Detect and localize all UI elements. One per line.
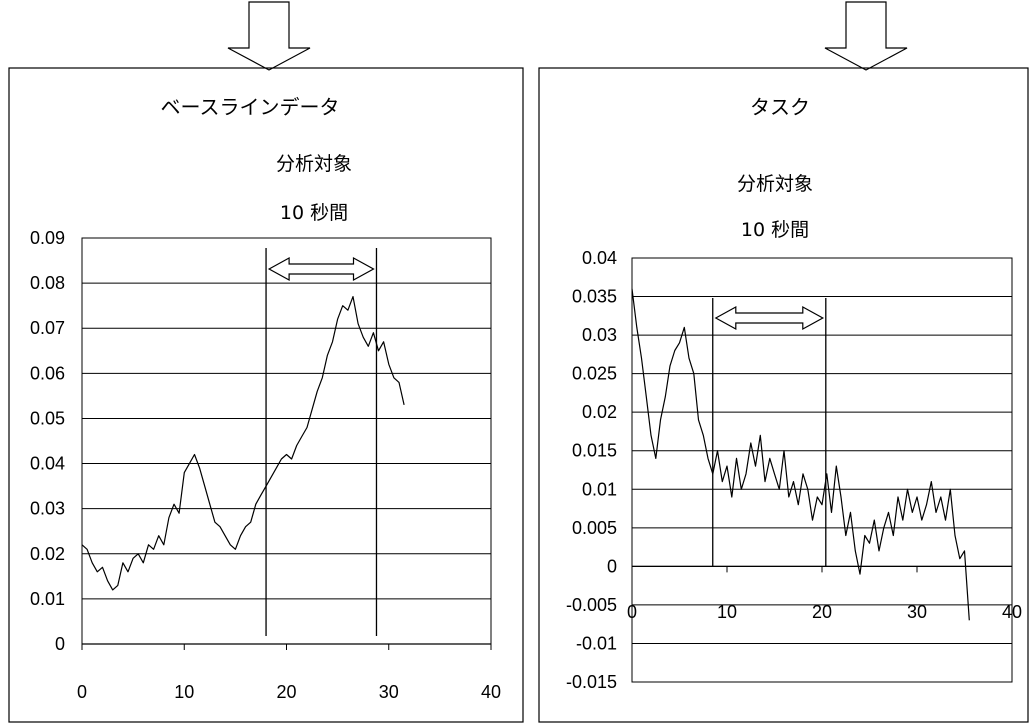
x-tick-label-baseline: 40 [481, 682, 501, 702]
x-tick-label-task: 0 [627, 602, 637, 622]
y-tick-label-task: 0 [607, 556, 617, 576]
y-tick-label-task: 0.015 [572, 441, 617, 461]
series-line-baseline [81, 296, 405, 591]
annotation-line-1-baseline: 分析対象 [276, 153, 352, 175]
y-tick-label-baseline: 0.04 [30, 454, 65, 474]
y-tick-label-task: 0.01 [582, 479, 617, 499]
y-tick-label-baseline: 0 [55, 634, 65, 654]
y-tick-label-task: 0.02 [582, 402, 617, 422]
x-tick-label-baseline: 10 [174, 682, 194, 702]
x-tick-label-baseline: 30 [379, 682, 399, 702]
chart-title-baseline: ベースラインデータ [161, 95, 340, 119]
plot-area-baseline [81, 237, 492, 645]
chart-title-task: タスク [750, 95, 810, 119]
x-tick-label-task: 30 [907, 602, 927, 622]
x-tick-label-task: 40 [1002, 602, 1022, 622]
chart-task: 0.04 0.035 0.03 0.025 0.02 0.015 0.01 0.005 0 -0.… [566, 248, 1022, 692]
series-line-task [631, 288, 970, 621]
y-tick-label-baseline: 0.09 [30, 228, 65, 248]
x-tick-label-baseline: 0 [77, 682, 87, 702]
double-arrow-icon [714, 305, 825, 331]
y-tick-label-task: -0.005 [566, 595, 617, 615]
x-tick-label-baseline: 20 [276, 682, 296, 702]
y-tick-label-baseline: 0.08 [30, 273, 65, 293]
double-arrow-icon [267, 256, 375, 282]
y-tick-label-baseline: 0.03 [30, 499, 65, 519]
y-tick-label-task: 0.035 [572, 287, 617, 307]
y-tick-label-baseline: 0.05 [30, 408, 65, 428]
y-tick-label-baseline: 0.02 [30, 544, 65, 564]
x-tick-label-task: 10 [717, 602, 737, 622]
panel-frame-task [538, 67, 1029, 723]
x-tick-label-task: 20 [812, 602, 832, 622]
annotation-line-2-task: 10 秒間 [741, 219, 809, 241]
chart-baseline: 0 0.01 0.02 0.03 0.04 0.05 0.06 0.07 0.08 0.09 0 10… [30, 228, 501, 702]
down-arrow-icon [227, 1, 311, 71]
y-tick-label-task: 0.04 [582, 248, 617, 268]
y-tick-label-baseline: 0.06 [30, 363, 65, 383]
y-tick-label-task: 0.005 [572, 518, 617, 538]
y-tick-label-task: 0.03 [582, 325, 617, 345]
y-tick-label-baseline: 0.01 [30, 589, 65, 609]
annotation-line-1-task: 分析対象 [737, 173, 813, 195]
y-tick-label-task: -0.01 [576, 633, 617, 653]
down-arrow-icon [824, 1, 908, 71]
y-tick-label-task: 0.025 [572, 364, 617, 384]
panel-frame-baseline [8, 67, 524, 723]
y-tick-label-baseline: 0.07 [30, 318, 65, 338]
annotation-line-2-baseline: 10 秒間 [280, 202, 348, 224]
y-tick-label-task: -0.015 [566, 672, 617, 692]
